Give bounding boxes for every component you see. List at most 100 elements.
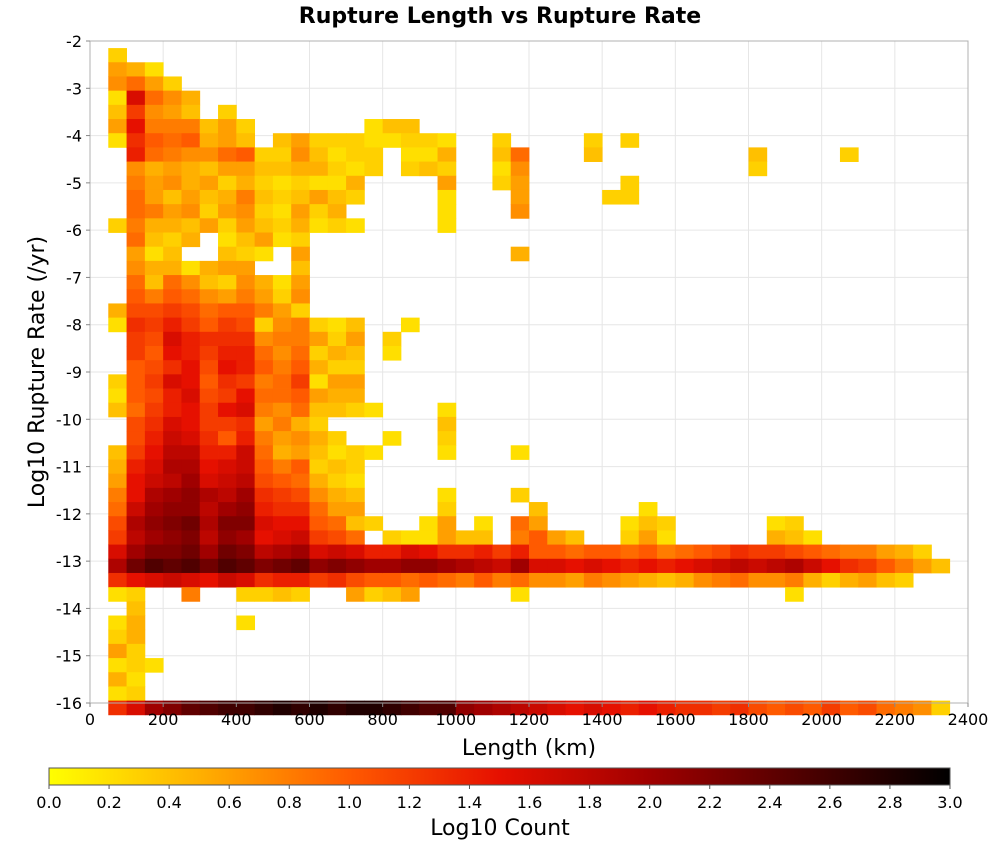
heatmap-cell <box>199 473 219 489</box>
heatmap-cell <box>291 189 310 205</box>
colorbar-label: Log10 Count <box>430 816 570 841</box>
x-axis-ticks: 0 200 400 600 800 1000 1200 1400 1600 1800 2000 220… <box>85 703 988 729</box>
heatmap-cell <box>382 345 402 361</box>
heatmap-cell <box>291 175 310 191</box>
heatmap-cell <box>144 700 164 716</box>
heatmap-cell <box>218 289 237 304</box>
heatmap-cell <box>236 374 256 389</box>
heatmap-cell <box>638 530 658 545</box>
heatmap-cell <box>181 459 201 475</box>
heatmap-cell <box>272 218 292 233</box>
heatmap-cell <box>657 572 676 588</box>
heatmap-cell <box>748 700 768 716</box>
y-tick-label: -14 <box>56 599 82 618</box>
heatmap-cell <box>144 516 164 531</box>
heatmap-cell <box>126 544 146 560</box>
heatmap-cell <box>474 544 493 560</box>
heatmap-cell <box>163 275 182 290</box>
heatmap-cell <box>272 133 292 148</box>
heatmap-cell <box>291 161 310 177</box>
heatmap-cell <box>254 147 274 162</box>
heatmap-cell <box>547 530 566 545</box>
y-tick-label: -10 <box>56 410 82 429</box>
heatmap-cell <box>327 402 347 418</box>
heatmap-cell <box>254 204 274 219</box>
heatmap-cell <box>163 530 182 545</box>
heatmap-cell <box>236 275 256 290</box>
heatmap-cell <box>218 572 237 588</box>
heatmap-cell <box>181 374 201 389</box>
heatmap-cell <box>492 558 512 574</box>
heatmap-cell <box>254 700 274 716</box>
heatmap-cell <box>236 331 256 347</box>
heatmap-cell <box>144 246 164 262</box>
heatmap-cell <box>492 175 512 191</box>
heatmap-cell <box>876 558 896 574</box>
heatmap-cell <box>346 388 365 404</box>
heatmap-cell <box>291 331 310 347</box>
heatmap-cell <box>309 544 329 560</box>
heatmap-cell <box>419 700 438 716</box>
heatmap-cell <box>199 260 219 276</box>
heatmap-cell <box>181 388 201 404</box>
heatmap-cell <box>199 431 219 446</box>
heatmap-cell <box>199 133 219 148</box>
heatmap-cell <box>126 345 146 361</box>
heatmap-cell <box>236 232 256 248</box>
heatmap-cell <box>529 502 548 517</box>
heatmap-cell <box>309 345 329 361</box>
heatmap-cell <box>510 587 530 602</box>
heatmap-cell <box>126 289 146 304</box>
y-tick-label: -4 <box>66 127 82 146</box>
heatmap-cell <box>291 587 310 602</box>
heatmap-cell <box>309 175 329 191</box>
heatmap-cell <box>254 303 274 319</box>
heatmap-cell <box>181 558 201 574</box>
heatmap-cell <box>236 161 256 177</box>
heatmap-cell <box>327 331 347 347</box>
heatmap-cell <box>583 558 603 574</box>
heatmap-cell <box>163 232 182 248</box>
heatmap-cell <box>620 175 640 191</box>
colorbar-tick-label: 1.6 <box>517 793 542 812</box>
heatmap-cell <box>218 260 237 276</box>
heatmap-cell <box>620 558 640 574</box>
heatmap-cell <box>327 530 347 545</box>
heatmap-cell <box>657 516 676 531</box>
heatmap-cell <box>181 133 201 148</box>
heatmap-cell <box>529 516 548 531</box>
heatmap-cell <box>785 587 804 602</box>
heatmap-cell <box>821 544 841 560</box>
heatmap-cell <box>437 402 457 418</box>
heatmap-cell <box>144 544 164 560</box>
heatmap-cell <box>894 558 914 574</box>
heatmap-cell <box>839 544 859 560</box>
heatmap-cell <box>565 530 585 545</box>
heatmap-cell <box>748 161 768 177</box>
heatmap-cell <box>181 204 201 219</box>
heatmap-cell <box>291 374 310 389</box>
heatmap-cell <box>474 516 493 531</box>
heatmap-cell <box>236 345 256 361</box>
heatmap-cell <box>529 530 548 545</box>
heatmap-cell <box>693 700 713 716</box>
heatmap-cell <box>346 317 365 333</box>
heatmap-cell <box>529 700 548 716</box>
heatmap-cell <box>309 416 329 432</box>
heatmap-cell <box>638 516 658 531</box>
heatmap-cell <box>382 700 402 716</box>
heatmap-cell <box>218 445 237 460</box>
heatmap-cell <box>785 572 804 588</box>
heatmap-cell <box>199 345 219 361</box>
heatmap-cell <box>327 544 347 560</box>
heatmap-cell <box>309 558 329 574</box>
heatmap-cell <box>126 516 146 531</box>
heatmap-cell <box>931 700 951 716</box>
heatmap-cell <box>272 360 292 375</box>
heatmap-cell <box>126 360 146 375</box>
heatmap-cell <box>163 572 182 588</box>
heatmap-cell <box>327 374 347 389</box>
heatmap-cell <box>126 388 146 404</box>
heatmap-cell <box>382 331 402 347</box>
heatmap-cell <box>346 572 365 588</box>
